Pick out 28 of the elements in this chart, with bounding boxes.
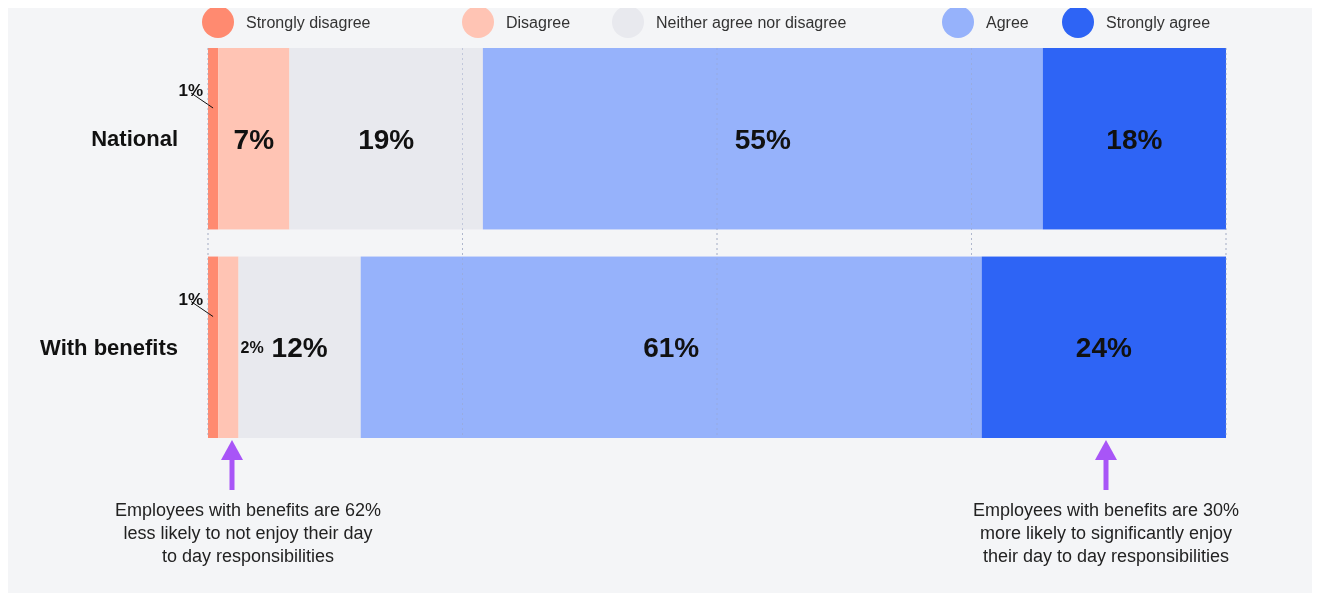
data-label: 24% <box>1075 332 1132 364</box>
bar <box>218 48 290 230</box>
data-label: 19% <box>358 123 415 155</box>
legend-label: Strongly disagree <box>246 13 371 31</box>
bar <box>482 48 1043 230</box>
data-label: 1% <box>178 289 204 309</box>
data-label: 2% <box>240 338 264 356</box>
text: Employees with benefits are 30% more likely to significantly enjoy their day to day responsibilities <box>972 500 1240 566</box>
data-label: 55% <box>734 123 791 155</box>
data-label: 1% <box>178 81 204 100</box>
text: Employees with benefits are 62% less likely to not enjoy their day to day responsibilities <box>114 500 382 566</box>
data-label: 12% <box>271 332 328 364</box>
y-tick-label: With benefits <box>40 334 178 360</box>
bar <box>981 256 1226 438</box>
bar <box>360 256 982 438</box>
bar <box>208 48 219 230</box>
data-label: 7% <box>233 123 275 155</box>
legend-label: Agree <box>986 13 1029 31</box>
data-label: 61% <box>643 332 700 364</box>
bar <box>208 256 219 438</box>
data-label: 18% <box>1106 123 1163 155</box>
legend-label: Strongly agree <box>1106 13 1211 31</box>
bar <box>289 48 483 230</box>
legend-label: Neither agree nor disagree <box>656 13 847 31</box>
bar <box>238 256 361 438</box>
legend-label: Disagree <box>506 13 571 31</box>
bar <box>1042 48 1226 230</box>
y-tick-label: National <box>91 126 178 152</box>
